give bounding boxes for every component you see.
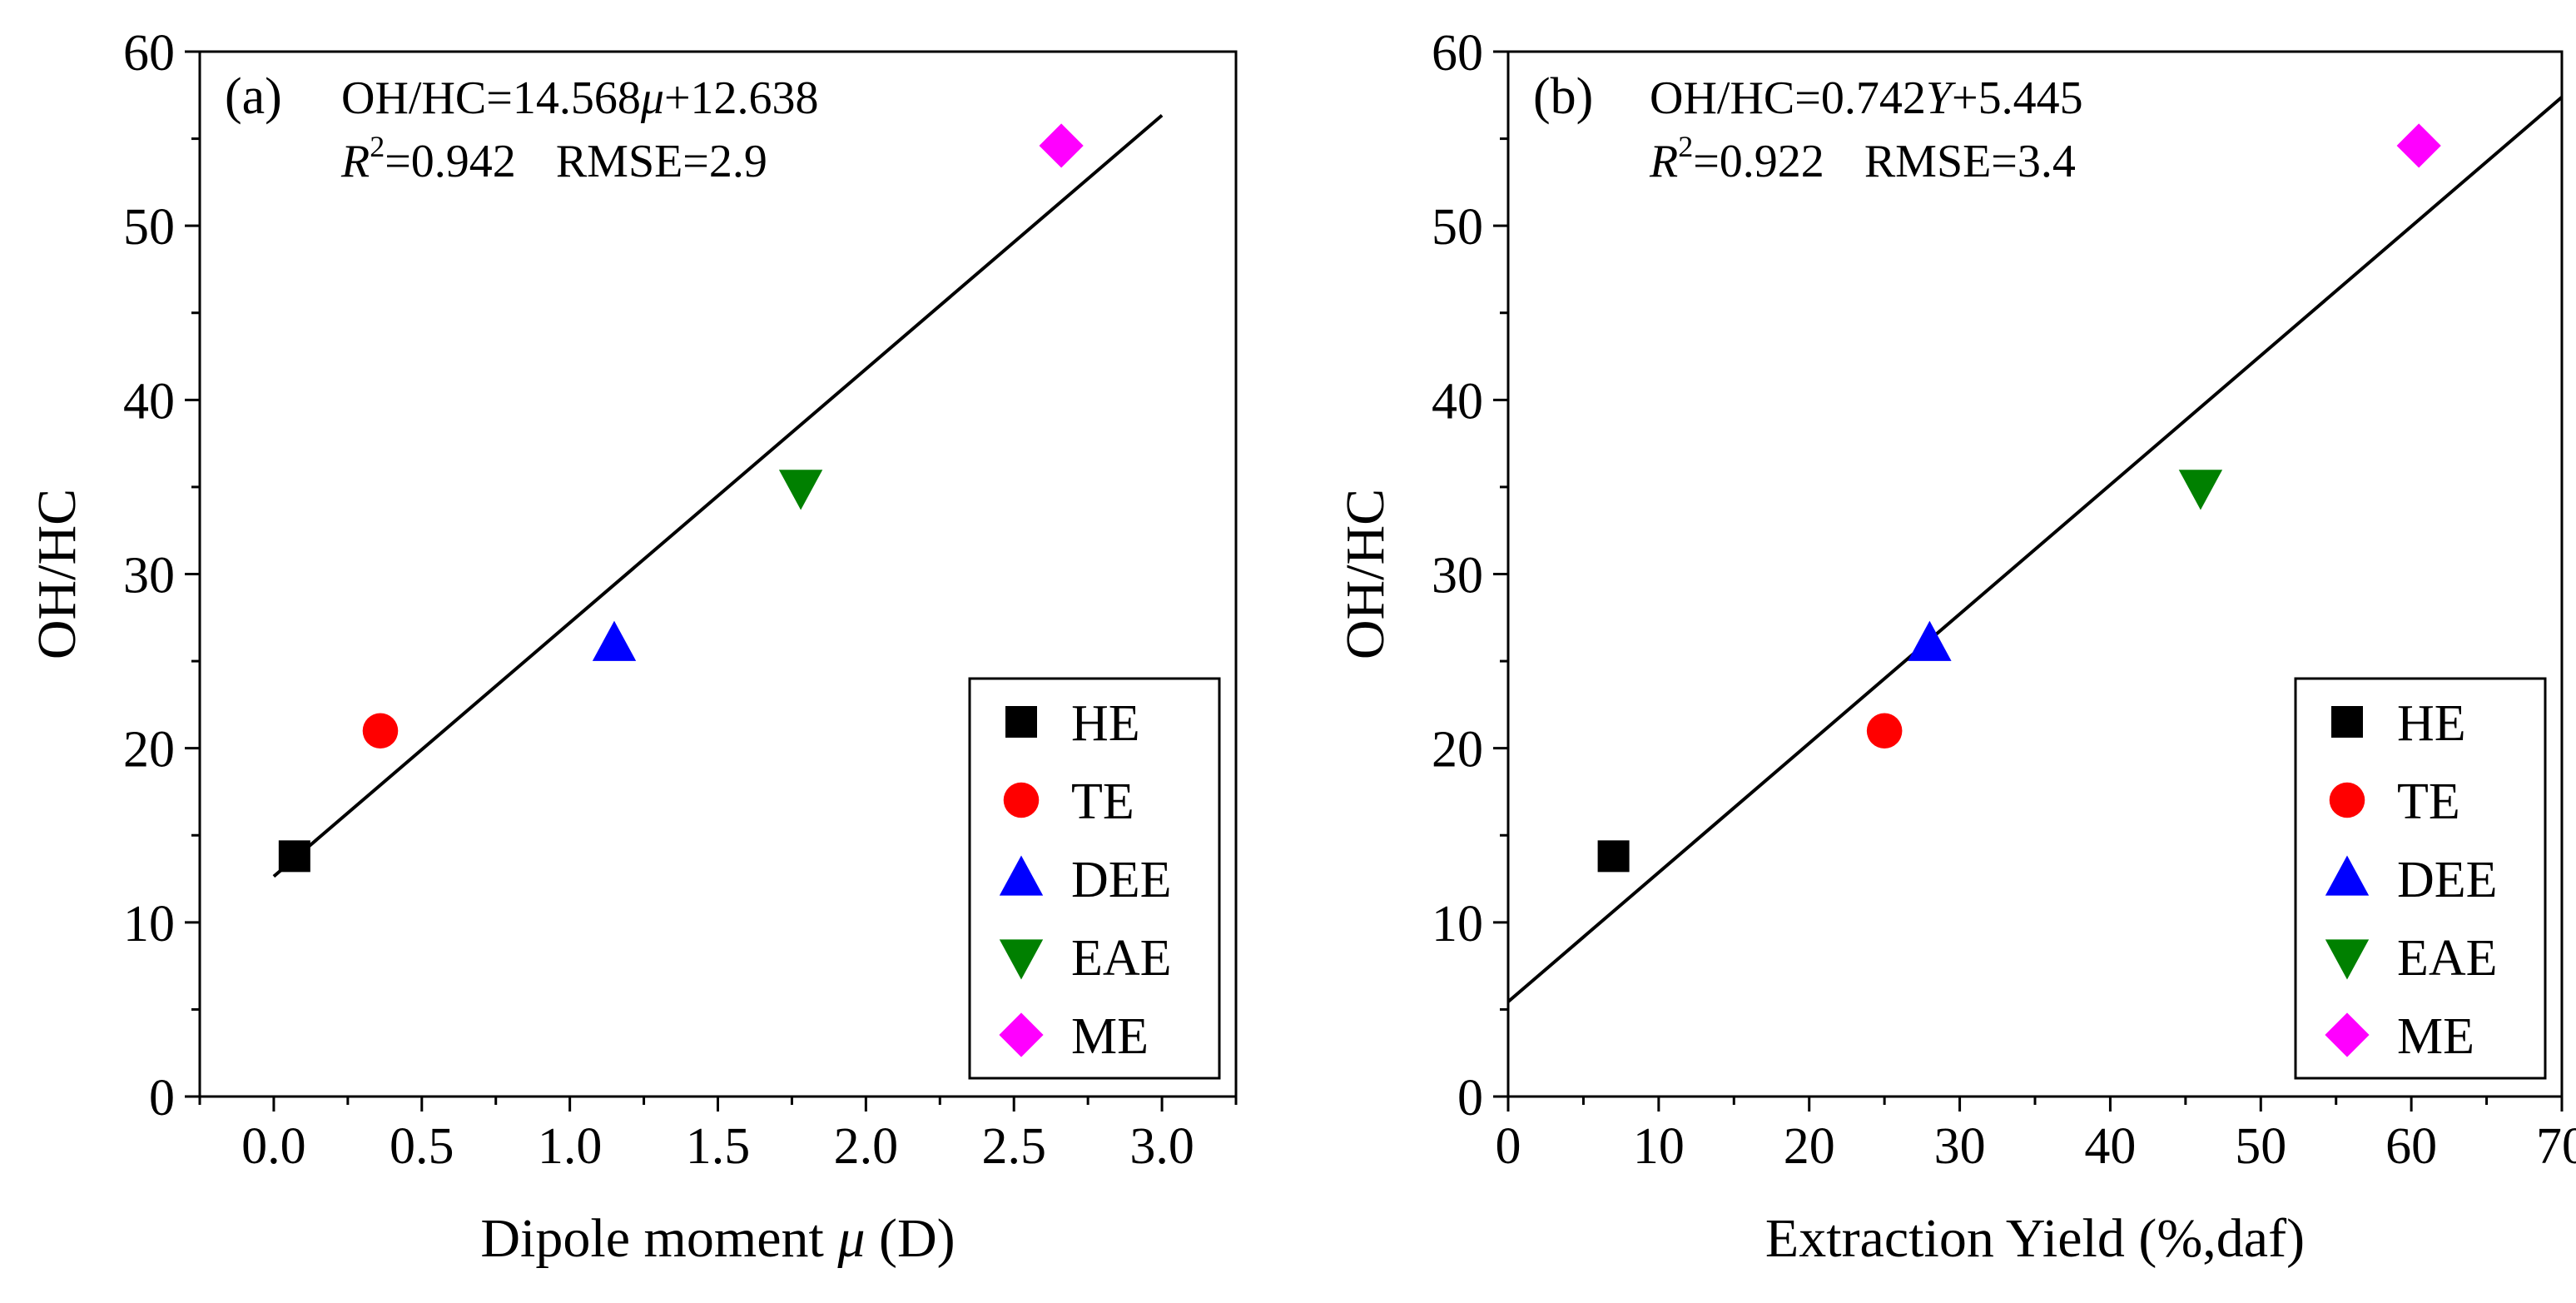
y-tick-label: 30 (1432, 548, 1483, 604)
legend-label-eae: EAE (2397, 930, 2498, 987)
data-point-me (1039, 123, 1084, 168)
x-tick-label: 0.5 (390, 1118, 454, 1175)
x-tick-label: 0 (1496, 1118, 1521, 1175)
x-tick-label: 0.0 (241, 1118, 306, 1175)
y-tick-label: 0 (1457, 1070, 1483, 1126)
r2-superscript: 2 (1678, 130, 1693, 163)
x-axis-title-unit: (D) (865, 1208, 955, 1269)
x-tick-label: 2.5 (981, 1118, 1046, 1175)
chart-panel-a: 0 10 20 30 40 50 60 0.0 0.5 1.0 1.5 2.0 2.5 3.0 OH/HC D… (27, 25, 1238, 1269)
y-axis-title: OH/HC (27, 489, 87, 659)
legend-label-me: ME (2397, 1008, 2474, 1065)
legend-marker-me (999, 1012, 1044, 1057)
y-tick-label: 10 (1432, 896, 1483, 952)
x-tick-label: 50 (2235, 1118, 2286, 1175)
fit-equation: OH/HC=0.742Y+5.445 (1650, 72, 2083, 124)
legend-marker-eae (999, 939, 1044, 980)
fit-equation-variable: μ (640, 72, 664, 124)
y-tick-label: 20 (1432, 722, 1483, 778)
legend-marker-te (2329, 782, 2365, 818)
y-tick-label: 60 (123, 25, 175, 82)
panel-label: (a) (225, 68, 282, 125)
r2-symbol: R (340, 136, 370, 187)
data-point-he (278, 840, 310, 873)
legend-label-te: TE (2397, 773, 2460, 830)
legend-label-he: HE (1071, 695, 1140, 752)
legend: HE TE DEE EAE ME (968, 677, 1221, 1080)
y-tick-label: 0 (149, 1070, 175, 1126)
y-tick-label: 50 (1432, 199, 1483, 256)
legend-label-eae: EAE (1071, 930, 1172, 987)
chart-panel-b: 0 10 20 30 40 50 60 0 10 20 30 40 50 60 70 OH/HC Extract… (1335, 25, 2576, 1269)
r2-value: =0.942 (385, 136, 516, 187)
fit-statistics: R2=0.942 RMSE=2.9 (340, 130, 767, 187)
y-tick-label: 20 (123, 722, 175, 778)
fit-equation-prefix: OH/HC=14.568 (341, 72, 641, 124)
r2-symbol: R (1649, 136, 1678, 187)
data-point-he (1597, 840, 1630, 873)
fit-equation: OH/HC=14.568μ+12.638 (341, 72, 819, 124)
r2-value: =0.922 (1693, 136, 1824, 187)
x-tick-label: 70 (2536, 1118, 2576, 1175)
fit-equation-suffix: +12.638 (664, 72, 819, 124)
x-tick-label: 1.5 (686, 1118, 751, 1175)
data-point-me (2396, 123, 2441, 168)
x-axis-title-text: Extraction Yield (%,daf) (1765, 1208, 2305, 1269)
legend-label-te: TE (1071, 773, 1134, 830)
legend: HE TE DEE EAE ME (2294, 677, 2547, 1080)
x-tick-label: 30 (1934, 1118, 1986, 1175)
rmse-value: RMSE=3.4 (1864, 136, 2076, 187)
fit-equation-suffix: +5.445 (1952, 72, 2083, 124)
y-tick-label: 40 (123, 373, 175, 430)
x-axis-title-text: Dipole moment (480, 1208, 837, 1269)
data-point-dee (1908, 620, 1952, 661)
y-tick-label: 30 (123, 548, 175, 604)
legend-marker-me (2325, 1012, 2370, 1057)
y-axis-title: OH/HC (1335, 489, 1396, 659)
fit-line (1506, 96, 2564, 1003)
x-tick-label: 1.0 (538, 1118, 603, 1175)
x-tick-label: 20 (1784, 1118, 1835, 1175)
legend-marker-te (1003, 782, 1040, 818)
x-tick-label: 60 (2385, 1118, 2437, 1175)
x-tick-label: 3.0 (1129, 1118, 1194, 1175)
x-axis-title: Extraction Yield (%,daf) (1765, 1208, 2305, 1269)
y-tick-label: 10 (123, 896, 175, 952)
y-tick-label: 50 (123, 199, 175, 256)
x-tick-label: 2.0 (834, 1118, 899, 1175)
data-point-dee (592, 620, 637, 661)
y-tick-label: 60 (1432, 25, 1483, 82)
panel-label: (b) (1533, 68, 1593, 125)
data-point-eae (2178, 470, 2223, 510)
legend-marker-he (2331, 706, 2363, 738)
data-point-te (362, 713, 399, 749)
data-point-te (1866, 713, 1903, 749)
legend-marker-he (1005, 706, 1037, 738)
x-tick-label: 40 (2084, 1118, 2136, 1175)
legend-label-he: HE (2397, 695, 2466, 752)
rmse-value: RMSE=2.9 (556, 136, 767, 187)
x-axis-title-variable: μ (836, 1208, 865, 1269)
x-tick-label: 10 (1633, 1118, 1685, 1175)
fit-equation-prefix: OH/HC=0.742 (1650, 72, 1926, 124)
fit-statistics: R2=0.922 RMSE=3.4 (1649, 130, 2076, 187)
legend-marker-eae (2325, 939, 2370, 980)
fit-line (272, 113, 1164, 878)
legend-marker-dee (999, 855, 1044, 896)
legend-marker-dee (2325, 855, 2370, 896)
x-axis-title: Dipole moment μ (D) (480, 1208, 955, 1269)
legend-label-dee: DEE (2397, 852, 2498, 908)
r2-superscript: 2 (370, 130, 385, 163)
legend-label-me: ME (1071, 1008, 1149, 1065)
fit-equation-variable: Y (1926, 72, 1957, 124)
data-point-eae (778, 470, 823, 510)
y-tick-label: 40 (1432, 373, 1483, 430)
legend-label-dee: DEE (1071, 852, 1172, 908)
